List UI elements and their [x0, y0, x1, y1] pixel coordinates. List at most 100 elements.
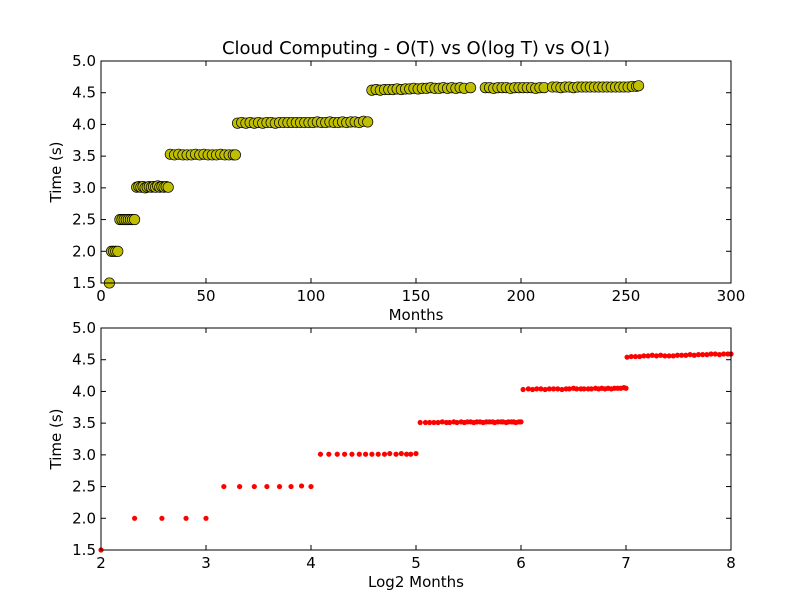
top-x-tick-label: 100 [297, 287, 326, 305]
bottom-y-tick-label: 3.5 [72, 414, 96, 432]
top-plot-frame [100, 60, 732, 284]
top-x-tick-label: 200 [507, 287, 536, 305]
bottom-y-tick-label: 2.5 [72, 478, 96, 496]
bottom-data-point [356, 451, 362, 457]
bottom-point-layer [98, 351, 734, 553]
bottom-data-point [237, 483, 243, 490]
bottom-data-point [662, 353, 668, 359]
bottom-data-point [435, 419, 441, 426]
bottom-data-point [674, 352, 681, 358]
bottom-data-point [550, 386, 557, 392]
bottom-x-tick-label: 3 [201, 554, 211, 572]
top-data-point [229, 149, 241, 161]
bottom-data-point [653, 353, 660, 359]
bottom-data-point [403, 451, 410, 457]
bottom-data-point [679, 352, 685, 358]
bottom-data-point [334, 451, 340, 457]
top-data-point [112, 245, 124, 257]
bottom-data-point [525, 386, 531, 392]
bottom-data-point [566, 386, 572, 392]
top-y-tick-label: 2.5 [72, 211, 96, 229]
bottom-data-point [529, 386, 536, 393]
bottom-y-tick-label: 4.0 [72, 382, 96, 400]
bottom-data-point [264, 483, 270, 490]
top-y-tick-label: 4.0 [72, 115, 96, 133]
bottom-data-point [308, 483, 314, 490]
bottom-data-point [581, 386, 587, 392]
bottom-data-point [542, 386, 548, 393]
bottom-data-point [349, 451, 355, 457]
bottom-data-point [398, 450, 404, 457]
bottom-y-tick-label: 2.0 [72, 509, 96, 527]
bottom-data-point [417, 419, 423, 426]
top-x-tick-label: 250 [612, 287, 641, 305]
bottom-data-point [721, 351, 727, 357]
bottom-x-tick-label: 8 [726, 554, 736, 572]
bottom-x-ticks: 2 3 4 5 6 7 8 [96, 328, 736, 572]
bottom-data-point [670, 353, 676, 359]
bottom-data-point [704, 352, 710, 358]
bottom-y-axis-label: Time (s) [47, 409, 65, 471]
top-x-tick-label: 300 [717, 287, 746, 305]
bottom-y-tick-label: 3.0 [72, 446, 96, 464]
bottom-data-point [288, 483, 294, 490]
bottom-x-tick-label: 6 [516, 554, 526, 572]
top-y-tick-label: 5.0 [72, 52, 96, 70]
bottom-data-point [683, 352, 689, 358]
bottom-data-point [251, 483, 257, 490]
bottom-data-point [427, 419, 433, 426]
bottom-data-point [574, 386, 580, 392]
top-y-tick-label: 3.5 [72, 147, 96, 165]
bottom-data-point [342, 451, 348, 457]
bottom-data-point [381, 451, 388, 457]
bottom-data-point [624, 354, 630, 360]
top-y-ticks: 1.5 2.0 2.5 3.0 3.5 4.0 4.5 5.0 [72, 52, 731, 292]
bottom-data-point [666, 353, 672, 359]
bottom-data-point [439, 419, 445, 425]
bottom-data-point [203, 515, 209, 521]
bottom-x-tick-label: 4 [306, 554, 316, 572]
bottom-data-point [183, 515, 189, 521]
bottom-data-point [716, 352, 723, 358]
bottom-data-point [641, 353, 647, 359]
bottom-data-point [317, 451, 324, 457]
bottom-data-point [695, 352, 702, 358]
bottom-plot-frame [100, 327, 732, 551]
bottom-data-point [413, 450, 419, 457]
bottom-data-point [559, 386, 565, 393]
bottom-data-point [538, 386, 544, 392]
bottom-x-axis-label: Log2 Months [368, 573, 464, 591]
bottom-data-point [628, 353, 634, 360]
bottom-data-point [298, 483, 305, 489]
bottom-y-tick-label: 4.5 [72, 351, 96, 369]
bottom-data-point [708, 351, 714, 357]
top-y-axis-label: Time (s) [47, 142, 65, 204]
top-chart: Cloud Computing - O(T) vs O(log T) vs O(… [47, 38, 745, 324]
top-data-point [362, 116, 374, 128]
top-point-layer [103, 80, 645, 289]
bottom-data-point [534, 386, 540, 392]
bottom-data-point [588, 386, 594, 392]
bottom-data-point [431, 419, 437, 426]
top-data-point [465, 82, 477, 94]
bottom-data-point [393, 451, 399, 457]
bottom-data-point [687, 352, 693, 358]
top-data-point [162, 181, 174, 193]
bottom-data-point [658, 352, 664, 358]
bottom-data-point [632, 353, 639, 360]
top-x-tick-label: 150 [402, 287, 431, 305]
bottom-data-point [520, 386, 526, 393]
bottom-data-point [387, 450, 393, 457]
bottom-data-point [518, 419, 524, 425]
bottom-y-tick-label: 1.5 [72, 541, 96, 559]
top-y-tick-label: 3.0 [72, 179, 96, 197]
top-x-axis-label: Months [389, 306, 444, 324]
top-y-tick-label: 2.0 [72, 242, 96, 260]
top-x-tick-label: 50 [196, 287, 215, 305]
bottom-data-point [422, 419, 429, 426]
top-x-tick-label: 0 [96, 287, 106, 305]
bottom-data-point [712, 351, 718, 357]
bottom-data-point [326, 451, 332, 457]
top-data-point [129, 214, 141, 226]
bottom-data-point [645, 353, 651, 359]
